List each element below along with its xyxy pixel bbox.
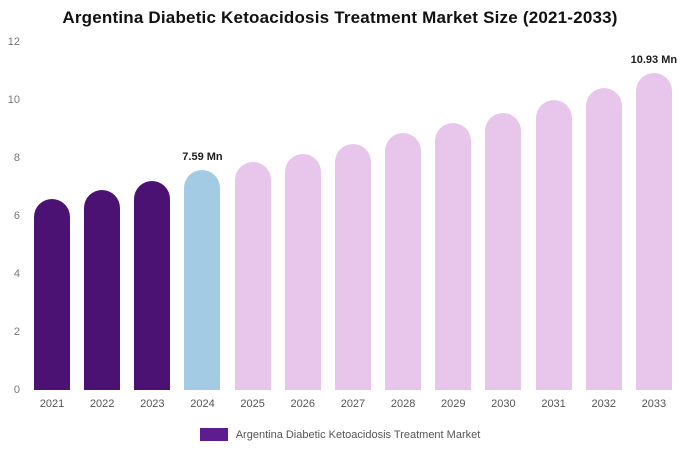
y-axis-tick: 8 bbox=[13, 152, 20, 164]
legend-label: Argentina Diabetic Ketoacidosis Treatmen… bbox=[235, 428, 481, 441]
bar bbox=[585, 88, 622, 390]
x-axis-label: 2025 bbox=[240, 398, 265, 410]
bar-column: 2031 bbox=[535, 42, 572, 410]
x-axis-label: 2022 bbox=[89, 398, 115, 410]
y-axis-tick: 4 bbox=[13, 268, 20, 280]
y-axis-tick: 0 bbox=[13, 384, 20, 396]
bar-column: 2028 bbox=[385, 42, 422, 410]
x-axis-label: 2028 bbox=[390, 398, 416, 410]
chart-title: Argentina Diabetic Ketoacidosis Treatmen… bbox=[62, 8, 618, 27]
bar bbox=[535, 100, 572, 390]
bar-column: 2023 bbox=[134, 42, 171, 410]
bar bbox=[184, 169, 221, 390]
y-axis-tick: 6 bbox=[13, 210, 20, 222]
x-axis-label: 2024 bbox=[190, 398, 215, 410]
bar-column: 10.93 Mn 2033 bbox=[631, 42, 677, 410]
bar bbox=[435, 123, 472, 390]
bar-value-label: 7.59 Mn bbox=[182, 150, 223, 163]
plot-area: 2021 2022 2023 7.59 Mn 2024 2025 2026 2027 2028 2… bbox=[30, 42, 677, 410]
legend: Argentina Diabetic Ketoacidosis Treatmen… bbox=[0, 428, 680, 441]
bar-value-label: 10.93 Mn bbox=[630, 54, 678, 67]
bar-column: 2021 bbox=[34, 42, 70, 410]
legend-swatch bbox=[199, 428, 228, 441]
bar bbox=[234, 162, 271, 390]
bar-column: 2025 bbox=[234, 42, 271, 410]
bar bbox=[635, 73, 672, 390]
bar-column: 2022 bbox=[84, 42, 121, 410]
bar-column: 7.59 Mn 2024 bbox=[182, 42, 223, 410]
bar-column: 2032 bbox=[585, 42, 622, 410]
bar bbox=[134, 181, 171, 390]
bar-column: 2026 bbox=[284, 42, 321, 410]
bar bbox=[84, 189, 121, 390]
x-axis-label: 2033 bbox=[641, 398, 667, 410]
x-axis-label: 2023 bbox=[140, 398, 165, 410]
bar bbox=[385, 133, 422, 390]
x-axis-label: 2021 bbox=[39, 398, 65, 410]
bar bbox=[284, 153, 321, 390]
x-axis-label: 2032 bbox=[591, 398, 616, 410]
y-axis-tick: 10 bbox=[7, 94, 20, 106]
bar bbox=[485, 113, 522, 390]
y-axis-tick: 12 bbox=[7, 36, 20, 48]
bar-column: 2030 bbox=[485, 42, 522, 410]
x-axis-label: 2030 bbox=[491, 398, 516, 410]
x-axis-label: 2031 bbox=[541, 398, 566, 410]
bar-series: 2021 2022 2023 7.59 Mn 2024 2025 2026 2027 2028 2… bbox=[30, 42, 677, 410]
y-axis-tick: 2 bbox=[13, 326, 20, 338]
x-axis-label: 2026 bbox=[290, 398, 316, 410]
x-axis-label: 2029 bbox=[441, 398, 466, 410]
y-axis: 0 2 4 6 8 10 12 bbox=[0, 36, 26, 396]
bar-column: 2027 bbox=[334, 42, 371, 410]
bar bbox=[34, 198, 70, 390]
bar bbox=[334, 143, 371, 390]
bar-column: 2029 bbox=[435, 42, 472, 410]
x-axis-label: 2027 bbox=[340, 398, 366, 410]
